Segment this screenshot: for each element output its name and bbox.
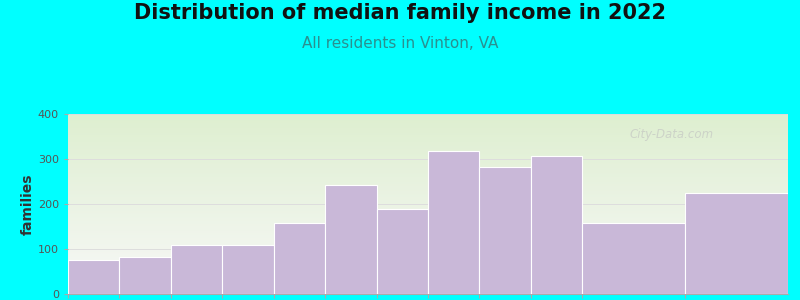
Bar [531,156,582,294]
Bar [119,257,171,294]
Bar [171,245,222,294]
Bar [685,193,788,294]
Bar [582,223,685,294]
Y-axis label: families: families [21,173,35,235]
Bar [274,223,325,294]
Bar [325,185,377,294]
Text: City-Data.com: City-Data.com [630,128,714,141]
Text: Distribution of median family income in 2022: Distribution of median family income in … [134,3,666,23]
Bar [222,244,274,294]
Bar [428,151,479,294]
Bar [377,208,428,294]
Bar [68,260,119,294]
Bar [479,167,531,294]
Text: All residents in Vinton, VA: All residents in Vinton, VA [302,36,498,51]
